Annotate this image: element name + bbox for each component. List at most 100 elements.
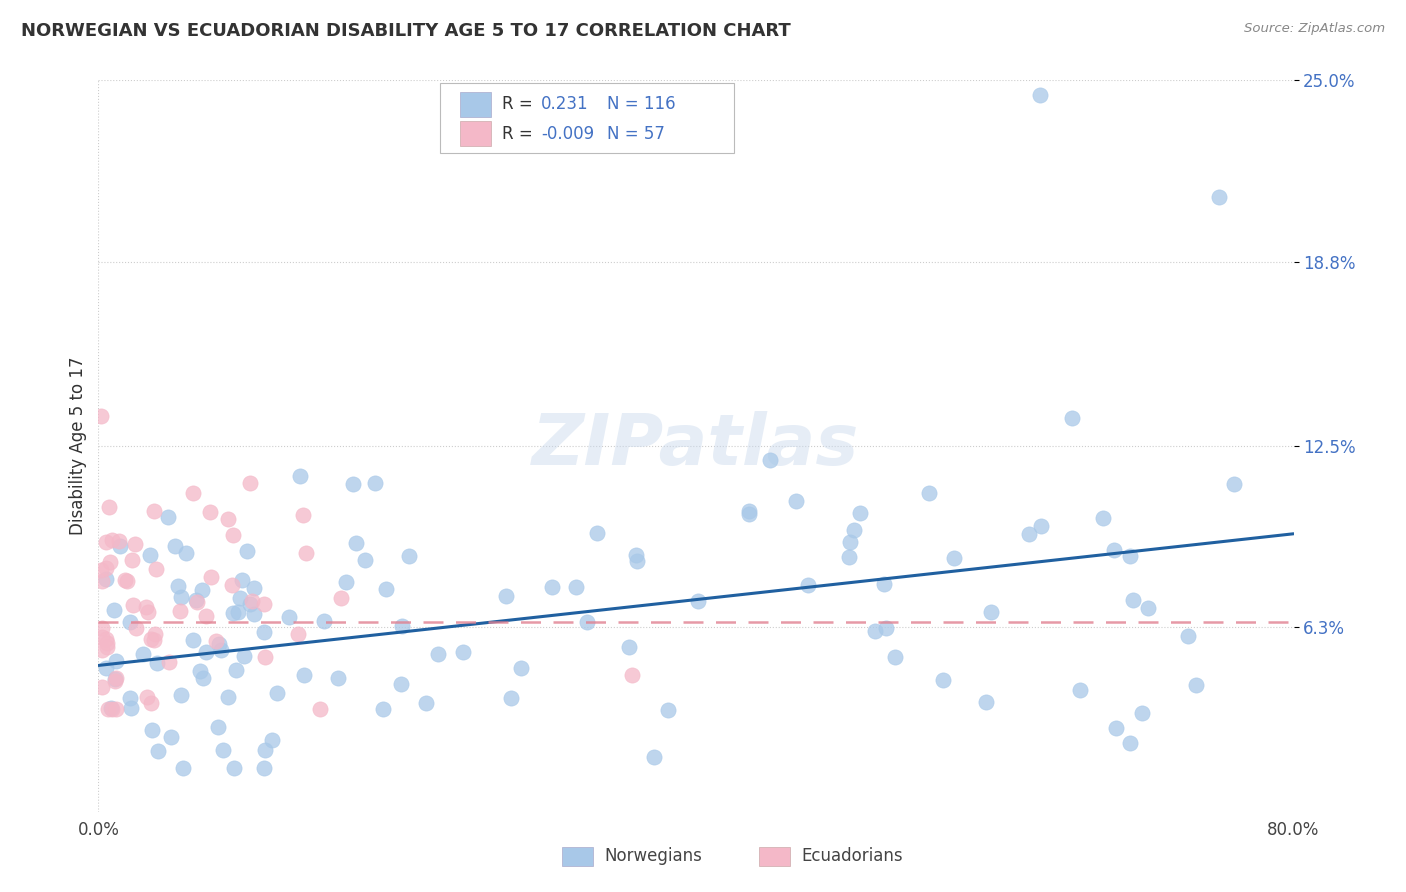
Text: 0.231: 0.231	[541, 95, 589, 113]
Point	[242, 607, 264, 621]
Point	[139, 696, 162, 710]
Text: N = 57: N = 57	[607, 125, 665, 143]
Point	[100, 701, 122, 715]
Point	[253, 624, 276, 639]
Point	[94, 661, 117, 675]
Point	[974, 695, 997, 709]
Point	[1208, 190, 1230, 204]
Point	[335, 575, 357, 590]
Point	[229, 591, 252, 606]
Point	[97, 702, 120, 716]
Point	[121, 552, 143, 566]
Point	[586, 526, 609, 541]
Point	[398, 549, 420, 563]
Text: Norwegians: Norwegians	[605, 847, 703, 865]
Point	[344, 535, 367, 549]
Point	[540, 580, 562, 594]
Point	[191, 671, 214, 685]
Point	[135, 690, 157, 705]
Point	[342, 477, 364, 491]
Y-axis label: Disability Age 5 to 17: Disability Age 5 to 17	[69, 357, 87, 535]
Point	[221, 578, 243, 592]
Point	[135, 599, 157, 614]
Point	[287, 627, 309, 641]
Point	[288, 468, 311, 483]
Point	[100, 555, 122, 569]
Point	[576, 615, 599, 630]
Point	[240, 594, 263, 608]
Point	[141, 723, 163, 737]
Point	[181, 486, 204, 500]
Point	[91, 680, 114, 694]
Point	[94, 572, 117, 586]
Point	[1105, 721, 1128, 735]
Point	[167, 579, 190, 593]
Point	[1130, 706, 1153, 721]
Point	[136, 605, 159, 619]
Point	[122, 599, 145, 613]
Text: R =: R =	[502, 125, 533, 143]
Point	[759, 452, 782, 467]
Point	[848, 506, 870, 520]
Point	[1029, 519, 1052, 533]
Point	[146, 656, 169, 670]
Point	[139, 548, 162, 562]
Point	[115, 574, 138, 588]
Point	[90, 409, 112, 424]
Point	[426, 647, 449, 661]
Point	[1118, 549, 1140, 563]
Point	[104, 672, 127, 686]
Point	[785, 494, 807, 508]
Point	[277, 610, 299, 624]
Point	[330, 591, 353, 606]
Point	[875, 621, 897, 635]
Point	[328, 672, 350, 686]
Point	[643, 750, 665, 764]
Point	[163, 540, 186, 554]
Point	[1060, 411, 1083, 425]
Point	[181, 633, 204, 648]
Point	[1121, 593, 1143, 607]
Point	[453, 645, 475, 659]
Point	[1102, 542, 1125, 557]
Point	[253, 743, 276, 757]
Point	[170, 591, 193, 605]
Point	[142, 633, 165, 648]
Point	[688, 594, 710, 608]
Point	[236, 543, 259, 558]
Point	[1223, 476, 1246, 491]
Point	[190, 664, 212, 678]
Point	[291, 508, 314, 523]
Point	[226, 605, 249, 619]
Point	[207, 637, 229, 651]
Point	[619, 640, 641, 655]
Point	[104, 674, 127, 689]
Point	[114, 573, 136, 587]
Point	[157, 655, 180, 669]
Point	[209, 643, 232, 657]
Point	[90, 563, 112, 577]
Point	[142, 504, 165, 518]
Point	[239, 476, 262, 491]
Point	[120, 700, 142, 714]
Point	[186, 595, 208, 609]
Point	[222, 606, 245, 620]
Text: Ecuadorians: Ecuadorians	[801, 847, 903, 865]
Point	[148, 744, 170, 758]
Text: NORWEGIAN VS ECUADORIAN DISABILITY AGE 5 TO 17 CORRELATION CHART: NORWEGIAN VS ECUADORIAN DISABILITY AGE 5…	[21, 22, 790, 40]
Point	[254, 650, 277, 665]
Point	[194, 645, 217, 659]
Point	[657, 703, 679, 717]
Point	[565, 580, 588, 594]
Point	[120, 615, 142, 630]
Point	[375, 582, 398, 597]
Point	[626, 554, 648, 568]
Point	[225, 663, 247, 677]
Point	[231, 574, 253, 588]
Point	[170, 688, 193, 702]
Point	[495, 589, 517, 603]
Point	[253, 761, 276, 775]
Point	[103, 603, 125, 617]
Point	[217, 512, 239, 526]
Point	[863, 624, 886, 639]
